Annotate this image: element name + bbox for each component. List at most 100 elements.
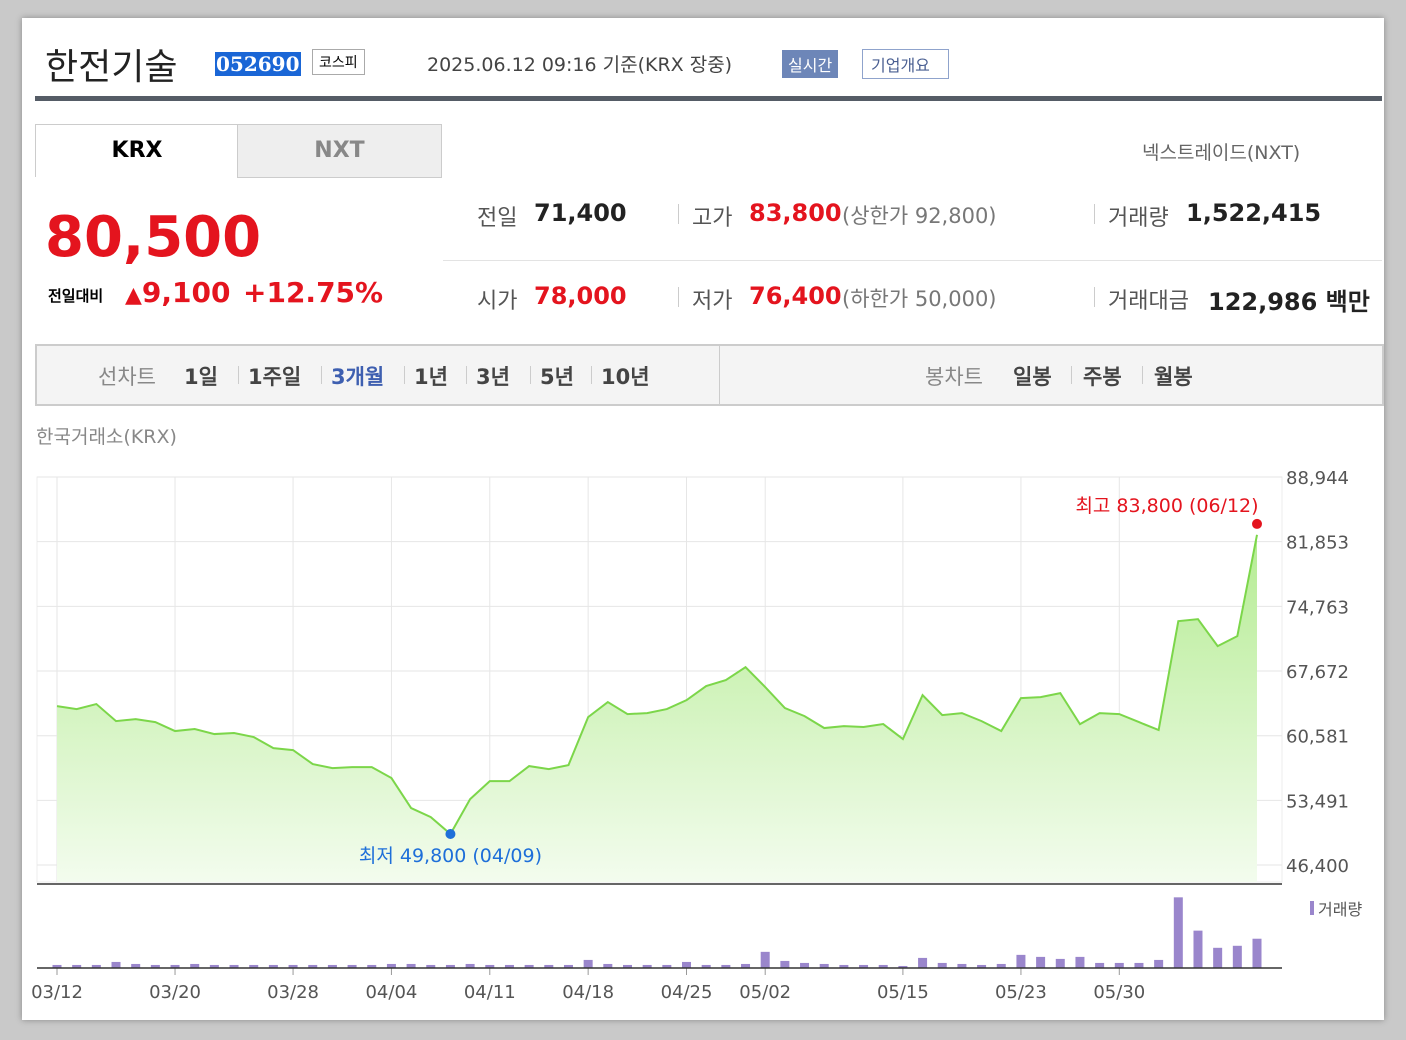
x-tick-label: 03/28 bbox=[267, 982, 319, 1003]
separator bbox=[466, 366, 467, 384]
x-tick-label: 05/30 bbox=[1093, 982, 1145, 1003]
period-option[interactable]: 1일 bbox=[184, 365, 218, 389]
volume-bar bbox=[1213, 947, 1223, 968]
volume-bar bbox=[898, 965, 908, 968]
period-option[interactable]: 5년 bbox=[540, 365, 574, 389]
volume-bar bbox=[937, 962, 947, 968]
x-tick-label: 03/12 bbox=[31, 982, 83, 1003]
period-option[interactable]: 1년 bbox=[414, 365, 448, 389]
x-tick-label: 03/20 bbox=[149, 982, 201, 1003]
volume-bar bbox=[544, 964, 554, 968]
separator bbox=[1094, 287, 1095, 307]
market-badge: 코스피 bbox=[312, 49, 365, 75]
period-option[interactable]: 10년 bbox=[601, 365, 650, 389]
volume-bar bbox=[268, 964, 278, 968]
volume-bar bbox=[622, 964, 632, 968]
volume-bar bbox=[996, 963, 1006, 968]
stat-label: 고가 bbox=[692, 206, 733, 231]
candle-option[interactable]: 일봉 bbox=[1013, 365, 1052, 389]
volume-bar bbox=[1036, 956, 1046, 968]
stat-value: 78,000 bbox=[534, 282, 627, 310]
volume-bar bbox=[1114, 962, 1124, 968]
volume-bar bbox=[91, 964, 101, 968]
separator bbox=[404, 366, 405, 384]
stat-note: (상한가 92,800) bbox=[842, 204, 997, 228]
legend-label: 거래량 bbox=[1318, 900, 1362, 919]
volume-bar bbox=[347, 964, 357, 968]
candle-option[interactable]: 주봉 bbox=[1083, 365, 1122, 389]
volume-bar bbox=[800, 962, 810, 968]
volume-bar bbox=[327, 964, 337, 968]
tab[interactable]: NXT bbox=[237, 124, 442, 178]
change-label: 전일대비 bbox=[48, 287, 104, 305]
volume-bar bbox=[170, 964, 180, 968]
change-percent: +12.75% bbox=[243, 276, 384, 309]
volume-bar bbox=[367, 964, 377, 968]
volume-bar bbox=[957, 963, 967, 968]
stock-name: 한전기술 bbox=[45, 47, 178, 88]
volume-bar bbox=[642, 964, 652, 968]
extreme-marker bbox=[1252, 518, 1262, 529]
current-price: 80,500 bbox=[45, 205, 262, 270]
separator bbox=[1071, 366, 1072, 384]
volume-bar bbox=[465, 963, 475, 968]
volume-bar bbox=[190, 963, 200, 968]
extreme-marker bbox=[445, 829, 456, 840]
volume-bar bbox=[780, 960, 790, 968]
volume-bar bbox=[1075, 956, 1085, 968]
volume-bar bbox=[603, 963, 613, 968]
y-tick-label: 81,853 bbox=[1286, 533, 1349, 554]
volume-bar bbox=[288, 964, 298, 968]
y-tick-label: 53,491 bbox=[1286, 791, 1349, 812]
volume-bar bbox=[662, 964, 672, 968]
volume-bar bbox=[839, 964, 849, 968]
volume-bar bbox=[918, 957, 928, 968]
stat-label: 거래량 bbox=[1108, 206, 1169, 231]
stat-label: 거래대금 bbox=[1108, 289, 1189, 314]
y-tick-label: 88,944 bbox=[1286, 468, 1349, 489]
period-option[interactable]: 3년 bbox=[476, 365, 510, 389]
separator bbox=[238, 366, 239, 384]
volume-bar bbox=[131, 963, 141, 968]
volume-bar bbox=[1173, 897, 1183, 968]
realtime-button[interactable]: 실시간 bbox=[782, 50, 839, 78]
separator bbox=[591, 366, 592, 384]
price-line bbox=[56, 534, 1258, 836]
volume-bar bbox=[1016, 954, 1026, 968]
company-dropdown[interactable]: 기업개요 bbox=[862, 49, 949, 79]
volume-bar bbox=[524, 964, 534, 968]
nxt-link[interactable]: 넥스트레이드(NXT) bbox=[1142, 142, 1301, 164]
volume-bar bbox=[111, 961, 121, 968]
separator bbox=[321, 366, 322, 384]
change-value: 9,100 bbox=[141, 276, 231, 309]
volume-bar bbox=[52, 964, 62, 968]
volume-bar bbox=[406, 963, 416, 968]
period-option[interactable]: 3개월 bbox=[331, 365, 385, 389]
volume-bar bbox=[701, 964, 711, 968]
period-option[interactable]: 1주일 bbox=[248, 365, 302, 389]
annotation: 최저 49,800 (04/09) bbox=[359, 845, 542, 867]
annotation: 최고 83,800 (06/12) bbox=[1075, 495, 1258, 517]
volume-bar bbox=[504, 964, 514, 968]
stat-value: 122,986 백만 bbox=[1208, 288, 1370, 316]
divider bbox=[443, 260, 1382, 261]
volume-bar bbox=[72, 964, 82, 968]
volume-bar bbox=[1232, 945, 1242, 968]
volume-bar bbox=[583, 959, 593, 968]
volume-bar bbox=[721, 964, 731, 968]
period-bar bbox=[35, 344, 1384, 406]
divider bbox=[719, 346, 720, 404]
volume-bar bbox=[386, 963, 396, 968]
separator bbox=[1094, 204, 1095, 224]
candle-option[interactable]: 월봉 bbox=[1154, 365, 1193, 389]
volume-bar bbox=[209, 964, 219, 968]
stat-value: 83,800 bbox=[749, 199, 842, 227]
y-tick-label: 60,581 bbox=[1286, 727, 1349, 748]
y-tick-label: 74,763 bbox=[1286, 597, 1349, 618]
volume-bar bbox=[1095, 962, 1105, 968]
volume-bar bbox=[1193, 930, 1203, 968]
volume-bar bbox=[741, 963, 751, 968]
volume-bar bbox=[445, 964, 455, 968]
